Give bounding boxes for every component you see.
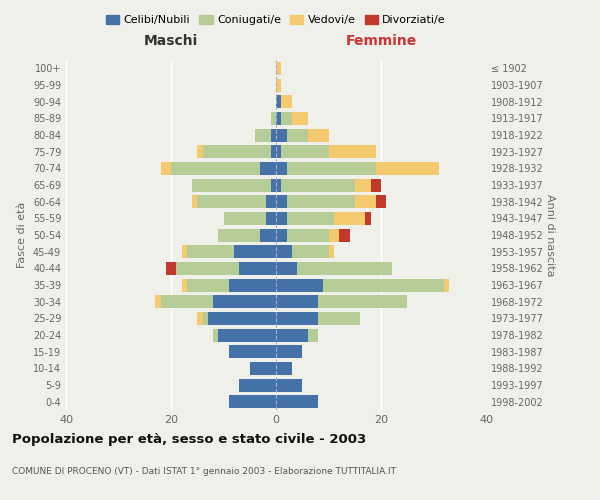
Bar	[276, 212, 287, 225]
Text: Maschi: Maschi	[144, 34, 198, 48]
Bar	[287, 228, 329, 241]
Bar	[229, 278, 276, 291]
Bar	[287, 212, 334, 225]
Bar	[281, 95, 292, 108]
Bar	[329, 145, 376, 158]
Bar	[292, 112, 308, 125]
Bar	[308, 328, 318, 342]
Bar	[197, 312, 203, 325]
Bar	[276, 345, 302, 358]
Bar	[308, 128, 329, 141]
Bar	[203, 145, 271, 158]
Bar	[365, 212, 371, 225]
Bar	[213, 328, 218, 342]
Text: COMUNE DI PROCENO (VT) - Dati ISTAT 1° gennaio 2003 - Elaborazione TUTTITALIA.IT: COMUNE DI PROCENO (VT) - Dati ISTAT 1° g…	[12, 468, 396, 476]
Bar	[281, 112, 292, 125]
Legend: Celibi/Nubili, Coniugati/e, Vedovi/e, Divorziati/e: Celibi/Nubili, Coniugati/e, Vedovi/e, Di…	[101, 10, 451, 30]
Bar	[234, 245, 276, 258]
Bar	[276, 362, 292, 375]
Bar	[239, 262, 276, 275]
Text: Popolazione per età, sesso e stato civile - 2003: Popolazione per età, sesso e stato civil…	[12, 432, 366, 446]
Bar	[287, 195, 355, 208]
Bar	[271, 178, 276, 192]
Bar	[287, 128, 308, 141]
Bar	[276, 145, 281, 158]
Bar	[166, 262, 176, 275]
Bar	[376, 195, 386, 208]
Bar	[281, 178, 355, 192]
Bar	[276, 395, 318, 408]
Y-axis label: Fasce di età: Fasce di età	[17, 202, 27, 268]
Bar	[355, 178, 371, 192]
Bar	[276, 295, 318, 308]
Bar	[323, 278, 444, 291]
Bar	[182, 245, 187, 258]
Bar	[192, 195, 197, 208]
Bar	[276, 262, 297, 275]
Bar	[276, 62, 281, 75]
Bar	[276, 162, 287, 175]
Bar	[265, 195, 276, 208]
Bar	[260, 228, 276, 241]
Bar	[297, 262, 392, 275]
Y-axis label: Anni di nascita: Anni di nascita	[545, 194, 555, 276]
Bar	[155, 295, 161, 308]
Bar	[229, 395, 276, 408]
Bar	[329, 245, 334, 258]
Bar	[292, 245, 329, 258]
Bar	[355, 195, 376, 208]
Bar	[255, 128, 271, 141]
Bar	[371, 178, 381, 192]
Bar	[444, 278, 449, 291]
Text: Femmine: Femmine	[346, 34, 416, 48]
Bar	[223, 212, 265, 225]
Bar	[276, 228, 287, 241]
Bar	[276, 328, 308, 342]
Bar	[318, 312, 360, 325]
Bar	[276, 128, 287, 141]
Bar	[281, 145, 329, 158]
Bar	[182, 278, 187, 291]
Bar	[229, 345, 276, 358]
Bar	[176, 262, 239, 275]
Bar	[276, 78, 281, 92]
Bar	[276, 378, 302, 392]
Bar	[339, 228, 349, 241]
Bar	[329, 228, 339, 241]
Bar	[376, 162, 439, 175]
Bar	[213, 295, 276, 308]
Bar	[271, 112, 276, 125]
Bar	[276, 178, 281, 192]
Bar	[203, 312, 208, 325]
Bar	[187, 245, 234, 258]
Bar	[239, 378, 276, 392]
Bar	[161, 295, 213, 308]
Bar	[265, 212, 276, 225]
Bar	[197, 145, 203, 158]
Bar	[271, 128, 276, 141]
Bar	[276, 195, 287, 208]
Bar	[318, 295, 407, 308]
Bar	[276, 245, 292, 258]
Bar	[218, 228, 260, 241]
Bar	[260, 162, 276, 175]
Bar	[171, 162, 260, 175]
Bar	[334, 212, 365, 225]
Bar	[197, 195, 265, 208]
Bar	[276, 95, 281, 108]
Bar	[187, 278, 229, 291]
Bar	[192, 178, 271, 192]
Bar	[276, 112, 281, 125]
Bar	[276, 278, 323, 291]
Bar	[276, 312, 318, 325]
Bar	[250, 362, 276, 375]
Bar	[161, 162, 171, 175]
Bar	[271, 145, 276, 158]
Bar	[218, 328, 276, 342]
Bar	[287, 162, 376, 175]
Bar	[208, 312, 276, 325]
